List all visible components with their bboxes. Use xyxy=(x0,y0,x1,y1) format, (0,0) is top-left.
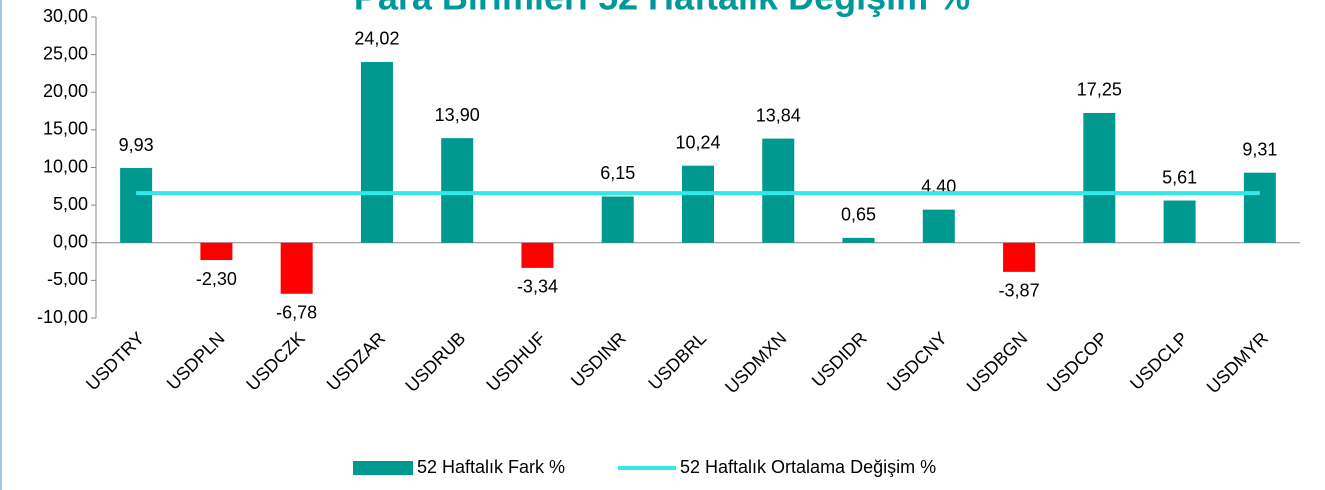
bar xyxy=(200,242,233,261)
bar xyxy=(1003,242,1036,272)
y-tick-label: 30,00 xyxy=(43,6,88,26)
value-label: -2,30 xyxy=(196,269,237,289)
bar xyxy=(1243,172,1276,243)
bar xyxy=(922,209,955,243)
value-label: 9,31 xyxy=(1242,139,1277,159)
y-tick-label: 0,00 xyxy=(53,232,88,252)
y-tick-label: -10,00 xyxy=(37,307,88,327)
value-label: 24,02 xyxy=(354,29,399,49)
value-label: -3,34 xyxy=(517,277,558,297)
bar xyxy=(682,165,714,243)
legend-label: 52 Haftalık Ortalama Değişim % xyxy=(680,457,936,477)
bar xyxy=(1083,112,1116,243)
y-tick-label: -5,00 xyxy=(47,269,88,289)
value-label: 0,65 xyxy=(841,205,876,225)
bar xyxy=(441,138,474,243)
value-label: 5,61 xyxy=(1162,167,1197,187)
bar xyxy=(1163,200,1196,243)
chart-title: Para Birimleri 52 Haftalık Değişim % xyxy=(354,0,970,18)
value-label: 10,24 xyxy=(675,132,720,152)
y-tick-label: 20,00 xyxy=(43,81,88,101)
legend-label: 52 Haftalık Fark % xyxy=(417,457,565,477)
bar xyxy=(360,61,393,243)
y-tick-label: 10,00 xyxy=(43,156,88,176)
value-label: 9,93 xyxy=(119,135,154,155)
bar xyxy=(280,242,313,294)
bar xyxy=(842,237,875,243)
value-label: -6,78 xyxy=(276,303,317,323)
bar xyxy=(762,138,795,243)
legend-swatch xyxy=(353,461,413,475)
bar xyxy=(120,168,153,243)
y-tick-label: 5,00 xyxy=(53,194,88,214)
y-tick-label: 25,00 xyxy=(43,43,88,63)
value-label: 17,25 xyxy=(1077,80,1122,100)
y-tick-label: 15,00 xyxy=(43,119,88,139)
bar xyxy=(521,242,554,268)
value-label: 13,90 xyxy=(435,105,480,125)
value-label: 6,15 xyxy=(600,163,635,183)
value-label: -3,87 xyxy=(999,281,1040,301)
bar xyxy=(601,196,634,243)
value-label: 13,84 xyxy=(756,105,801,125)
